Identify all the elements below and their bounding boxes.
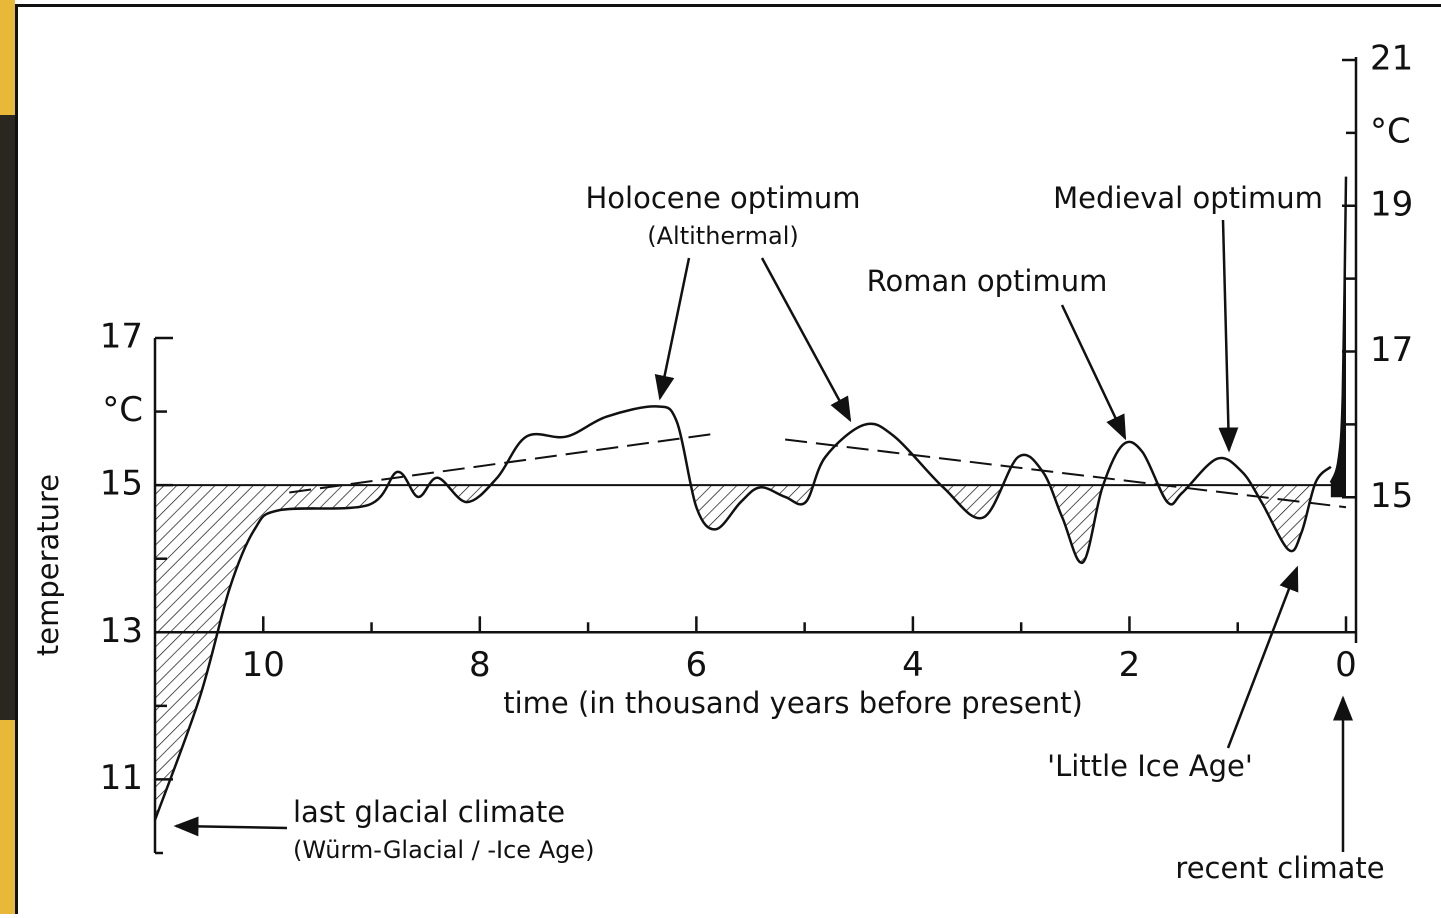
annotation: Roman optimum xyxy=(867,264,1108,298)
y2-tick-label: 15 xyxy=(1370,476,1413,516)
x-axis-label: time (in thousand years before present) xyxy=(503,686,1083,720)
annotation: (Würm-Glacial / -Ice Age) xyxy=(293,836,594,864)
x-tick-label: 10 xyxy=(242,645,285,685)
y2-tick-label: 21 xyxy=(1370,39,1413,79)
y-tick-label: 11 xyxy=(100,758,143,798)
y-tick-label: 15 xyxy=(100,464,143,504)
x-tick-label: 2 xyxy=(1119,645,1141,685)
y2-unit: °C xyxy=(1370,111,1411,151)
x-tick-label: 8 xyxy=(469,645,491,685)
x-tick-label: 4 xyxy=(902,645,924,685)
y-tick-label: 17 xyxy=(100,317,143,357)
annotation: Medieval optimum xyxy=(1053,181,1323,215)
y2-tick-label: 19 xyxy=(1370,184,1413,224)
annotation: (Altithermal) xyxy=(647,222,798,250)
annotation: recent climate xyxy=(1175,851,1384,885)
x-tick-label: 6 xyxy=(686,645,708,685)
y2-tick-label: 17 xyxy=(1370,330,1413,370)
x-tick-label: 0 xyxy=(1335,645,1357,685)
y-unit: °C xyxy=(102,390,143,430)
photo-strip xyxy=(0,115,15,720)
annotation: last glacial climate xyxy=(293,795,565,829)
annotation: Holocene optimum xyxy=(585,181,860,215)
y-tick-label: 13 xyxy=(100,611,143,651)
y-axis-label: temperature xyxy=(31,474,65,656)
annotation: 'Little Ice Age' xyxy=(1047,749,1253,783)
